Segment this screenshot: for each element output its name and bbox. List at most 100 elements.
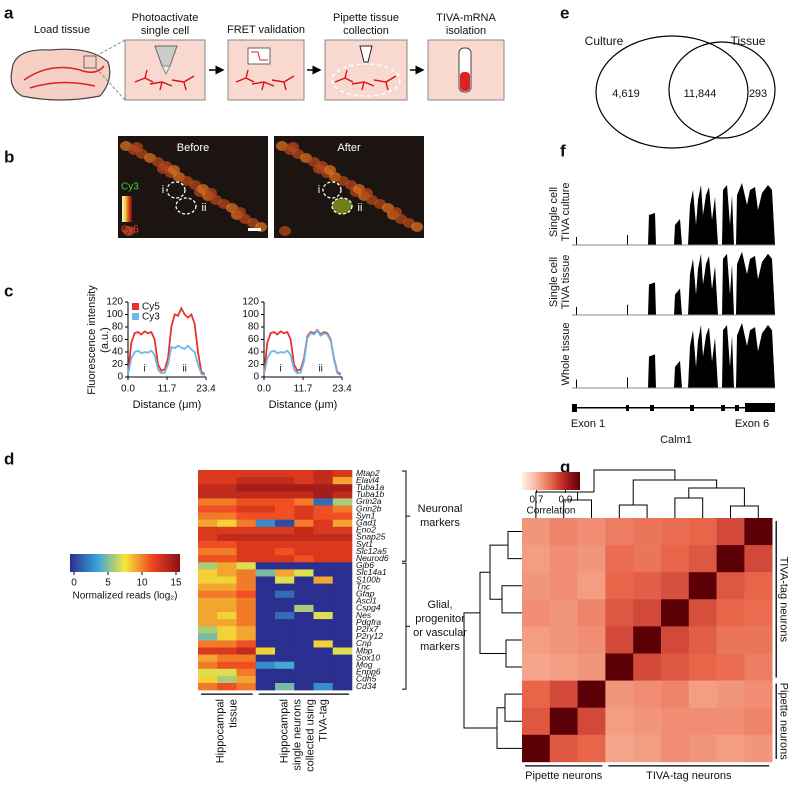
heatmap-cell: [198, 583, 218, 591]
cell-label: i: [162, 184, 164, 196]
heatmap-cell: [605, 707, 634, 736]
heatmap-cell: [255, 576, 276, 584]
heatmap-cell: [217, 683, 237, 691]
heatmap-cell: [198, 661, 218, 670]
heatmap-cell: [198, 619, 218, 627]
step-label: single cell: [141, 25, 189, 37]
heatmap-cell: [217, 548, 237, 556]
heatmap-cell: [332, 505, 353, 513]
heatmap-cell: [332, 484, 353, 492]
heatmap-cell: [236, 583, 257, 591]
heatmap-cell: [313, 477, 334, 485]
heatmap-cell: [236, 576, 257, 584]
venn-culture: [595, 35, 749, 149]
heatmap-cell: [294, 583, 314, 591]
y-axis-label: Fluorescence intensity: [86, 285, 98, 395]
group-label: Pipette neurons: [777, 683, 789, 761]
heatmap-cell: [549, 680, 578, 708]
heatmap-cell: [294, 526, 314, 535]
gene-label: Enpp6: [356, 667, 381, 677]
heatmap-cell: [294, 477, 314, 485]
heatmap-cell: [217, 647, 237, 655]
cell-body: [390, 207, 402, 217]
heatmap-cell: [198, 484, 218, 492]
heatmap-cell: [217, 512, 237, 520]
colorbar-label: Normalized reads (log₂): [72, 591, 177, 602]
heatmap-cell: [744, 572, 773, 600]
cell-outline: [322, 181, 342, 199]
heatmap-cell: [313, 470, 334, 478]
heatmap-cell: [255, 675, 276, 684]
heatmap-cell: [688, 626, 717, 654]
heatmap-cell: [332, 526, 353, 535]
heatmap-cell: [275, 626, 295, 634]
heatmap-cell: [217, 519, 237, 528]
heatmap-cell: [198, 647, 218, 655]
cell-body: [205, 188, 217, 198]
heatmap-cell: [313, 683, 334, 691]
heatmap-cell: [198, 512, 218, 520]
colorbar: [522, 472, 580, 490]
x-tick-label: 11.7: [158, 384, 177, 395]
heatmap-cell: [198, 683, 218, 691]
heatmap-cell: [217, 640, 237, 648]
heatmap-cell: [744, 707, 773, 736]
y-tick-label: 80: [248, 322, 260, 333]
heatmap-cell: [294, 498, 314, 506]
set-count: 11,844: [684, 88, 717, 100]
heatmap-cell: [294, 683, 314, 691]
heatmap-cell: [313, 569, 334, 577]
heatmap-cell: [255, 647, 276, 655]
heatmap-cell: [217, 583, 237, 591]
colorbar-tick-label: 0.7: [530, 495, 544, 506]
heatmap-cell: [294, 640, 314, 648]
y-tick-label: 20: [248, 359, 260, 370]
heatmap-cell: [236, 604, 257, 613]
heatmap-cell: [661, 599, 690, 627]
heatmap-cell: [577, 599, 606, 627]
heatmap-cell: [332, 555, 353, 563]
heatmap-cell: [522, 518, 551, 546]
heatmap-cell: [198, 541, 218, 549]
heatmap-cell: [313, 541, 334, 549]
heatmap-cell: [332, 569, 353, 577]
heatmap-cell: [522, 572, 551, 600]
track-label: TIVA tissue: [560, 255, 572, 310]
y-tick-label: 60: [248, 334, 260, 345]
heatmap-cell: [198, 526, 218, 535]
heatmap-cell: [294, 612, 314, 620]
gene-label: Gjb6: [356, 560, 374, 570]
gene-label: S100b: [356, 574, 381, 584]
heatmap-cell: [198, 626, 218, 634]
heatmap-cell: [633, 734, 662, 763]
heatmap-cell: [236, 569, 257, 577]
heatmap-cell: [313, 526, 334, 535]
heatmap-cell: [255, 597, 276, 606]
heatmap-cell: [313, 505, 334, 513]
gene-label: Slc14a1: [356, 567, 387, 577]
heatmap-cell: [313, 612, 334, 620]
heatmap-cell: [236, 555, 257, 563]
heatmap-cell: [217, 569, 237, 577]
heatmap-cell: [313, 668, 334, 677]
heatmap-cell: [522, 680, 551, 708]
heatmap-cell: [275, 633, 295, 641]
heatmap-cell: [313, 533, 334, 542]
heatmap-cell: [198, 604, 218, 613]
heatmap-cell: [236, 491, 257, 499]
heatmap-cell: [577, 734, 606, 763]
dendrogram: [463, 531, 522, 749]
group-label: or vascular: [413, 627, 467, 639]
heatmap-cell: [294, 626, 314, 634]
step-label: collection: [343, 25, 389, 37]
heatmap-cell: [522, 653, 551, 681]
heatmap-cell: [255, 548, 276, 556]
step-icons: [154, 45, 472, 97]
heatmap-cell: [275, 533, 295, 542]
heatmap-cell: [549, 707, 578, 736]
heatmap-cell: [217, 526, 237, 535]
heatmap-cell: [577, 680, 606, 708]
heatmap-cell: [255, 526, 276, 535]
heatmap-cell: [236, 484, 257, 492]
cell-label: ii: [202, 202, 207, 214]
